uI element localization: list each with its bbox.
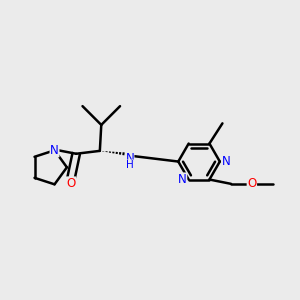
Text: H: H bbox=[126, 160, 134, 170]
Text: N: N bbox=[222, 155, 231, 168]
Text: O: O bbox=[66, 177, 76, 190]
Text: N: N bbox=[178, 173, 187, 186]
Text: N: N bbox=[50, 144, 59, 157]
Text: N: N bbox=[125, 152, 134, 166]
Text: O: O bbox=[247, 177, 256, 190]
